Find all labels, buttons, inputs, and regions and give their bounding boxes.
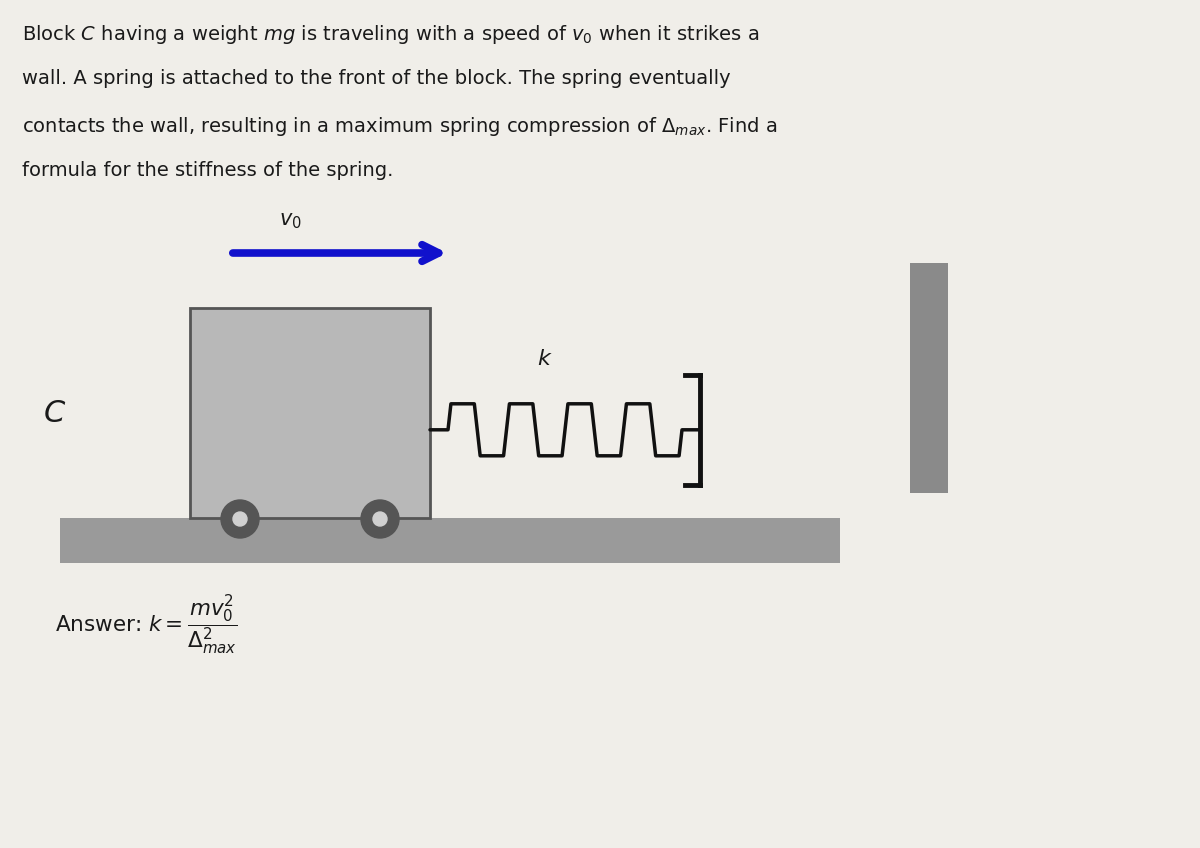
Text: formula for the stiffness of the spring.: formula for the stiffness of the spring.: [22, 161, 394, 180]
Circle shape: [373, 512, 386, 526]
Circle shape: [221, 500, 259, 538]
Bar: [910, 263, 948, 493]
Text: Answer: $k = \dfrac{mv_0^2}{\Delta^2_{max}}$: Answer: $k = \dfrac{mv_0^2}{\Delta^2_{ma…: [55, 593, 238, 656]
Circle shape: [233, 512, 247, 526]
Text: $C$: $C$: [43, 399, 66, 427]
Text: contacts the wall, resulting in a maximum spring compression of $\Delta_{max}$. : contacts the wall, resulting in a maximu…: [22, 115, 778, 138]
Text: wall. A spring is attached to the front of the block. The spring eventually: wall. A spring is attached to the front …: [22, 69, 731, 88]
Circle shape: [361, 500, 398, 538]
Text: $v_0$: $v_0$: [278, 211, 301, 231]
Bar: [60, 518, 840, 563]
Bar: [190, 308, 430, 518]
Text: $k$: $k$: [538, 349, 553, 369]
Text: Block $C$ having a weight $mg$ is traveling with a speed of $v_0$ when it strike: Block $C$ having a weight $mg$ is travel…: [22, 23, 760, 46]
